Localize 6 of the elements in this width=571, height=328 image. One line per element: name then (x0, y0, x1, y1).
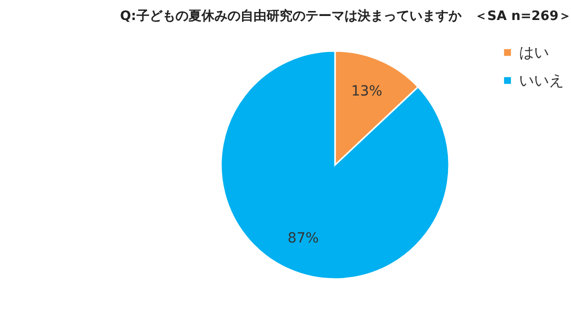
chart-title: Q:子どもの夏休みの自由研究のテーマは決まっていますか ＜SA n=269＞ (120, 8, 571, 24)
legend-label: いいえ (519, 72, 564, 90)
data-label: 87% (288, 230, 319, 246)
legend-label: はい (519, 44, 549, 62)
data-label: 13% (351, 84, 382, 100)
pie-slice (220, 50, 450, 280)
